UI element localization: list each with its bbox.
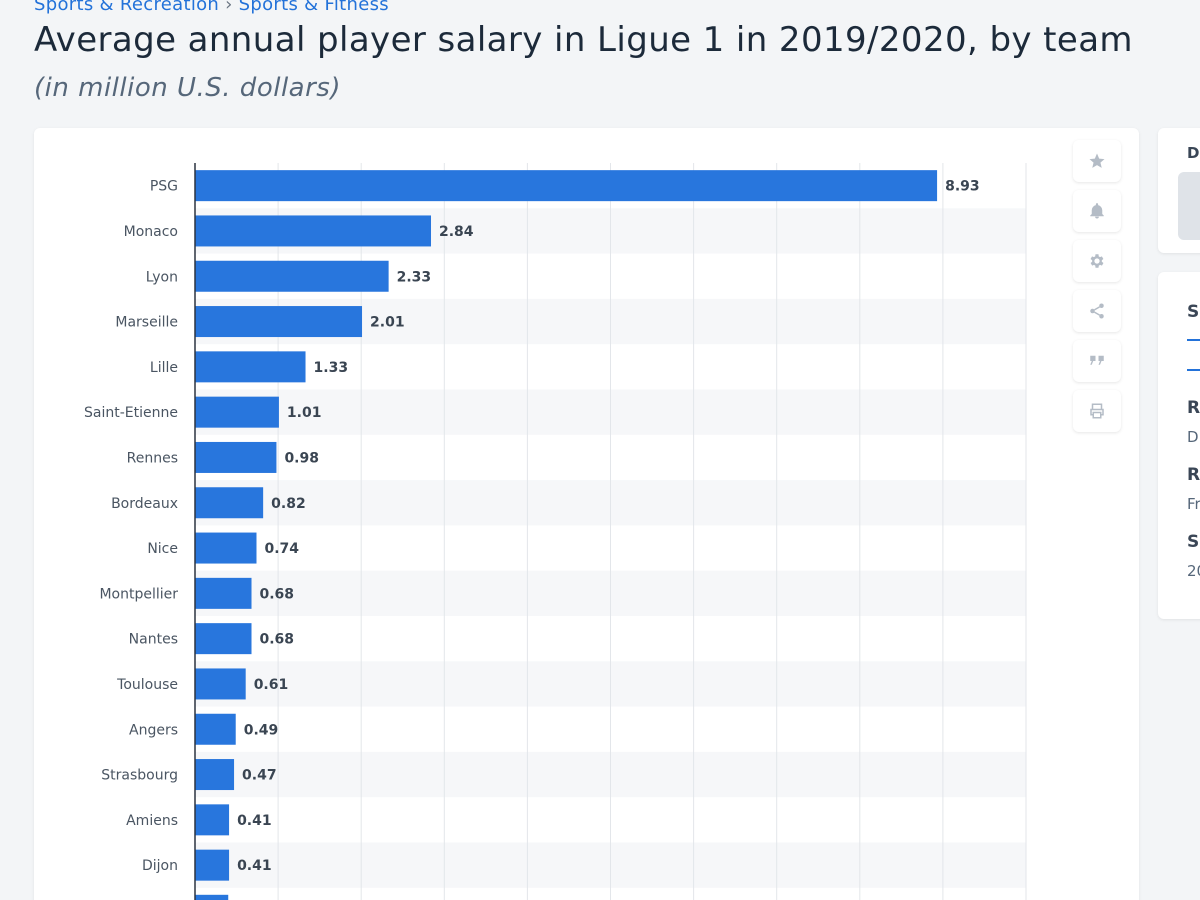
category-label: Lille — [150, 360, 178, 376]
info-key-survey: S — [1187, 532, 1200, 552]
bar-amiens[interactable] — [195, 804, 230, 836]
category-label: Strasbourg — [101, 768, 178, 784]
category-label: Monaco — [124, 224, 178, 240]
breadcrumb: Sports & Recreation › Sports & Fitness — [34, 0, 389, 15]
bar-dijon[interactable] — [195, 849, 230, 881]
star-icon — [1089, 153, 1105, 168]
info-key-region: R — [1187, 465, 1200, 485]
settings-button[interactable] — [1073, 240, 1121, 282]
value-label: 0.49 — [244, 722, 279, 738]
category-label: Rennes — [127, 450, 178, 466]
bar-lille[interactable] — [195, 351, 306, 383]
category-label: Saint-Etienne — [84, 405, 178, 421]
value-label: 0.68 — [260, 632, 295, 648]
favorite-button[interactable] — [1073, 140, 1121, 182]
value-label: 2.33 — [397, 269, 432, 285]
bar-chart: PSG 8.93 Monaco 2.84 Lyon 2.33 Marseille 2.01 Li… — [84, 163, 1027, 900]
category-label: Nice — [147, 541, 178, 557]
print-button[interactable] — [1073, 390, 1121, 432]
bar-marseille[interactable] — [195, 306, 363, 338]
value-label: 0.74 — [264, 541, 299, 557]
category-label: Lyon — [146, 269, 178, 285]
cite-button[interactable] — [1073, 340, 1121, 382]
breadcrumb-sports-fitness[interactable]: Sports & Fitness — [238, 0, 389, 15]
download-panel-label: D — [1187, 144, 1200, 162]
value-label: 1.01 — [287, 405, 322, 421]
category-label: Toulouse — [116, 677, 178, 693]
info-value-release: D — [1187, 428, 1199, 446]
category-label: Montpellier — [99, 586, 178, 602]
bar-lyon[interactable] — [195, 260, 389, 292]
tab-divider — [1187, 369, 1200, 371]
value-label: 2.84 — [439, 224, 474, 240]
download-panel: D — [1158, 128, 1200, 253]
print-icon — [1090, 403, 1104, 419]
category-label: Bordeaux — [111, 496, 178, 512]
bar-bordeaux[interactable] — [195, 487, 264, 519]
value-label: 0.68 — [260, 586, 295, 602]
category-label: PSG — [150, 179, 178, 195]
chart-toolbar — [1073, 140, 1121, 440]
bar-saint-etienne[interactable] — [195, 396, 279, 428]
value-label: 1.33 — [314, 360, 349, 376]
bar-strasbourg[interactable] — [195, 759, 235, 791]
category-label: Nantes — [129, 632, 178, 648]
bar-angers[interactable] — [195, 713, 236, 745]
value-label: 0.82 — [271, 496, 306, 512]
bar-toulouse[interactable] — [195, 668, 246, 700]
quote-icon — [1090, 355, 1104, 365]
info-value-survey: 20 — [1187, 562, 1200, 580]
info-value-region: Fr — [1187, 495, 1200, 513]
breadcrumb-sports-recreation[interactable]: Sports & Recreation — [34, 0, 220, 15]
share-icon — [1090, 303, 1104, 319]
gear-icon — [1090, 254, 1104, 268]
chart-card: PSG 8.93 Monaco 2.84 Lyon 2.33 Marseille 2.01 Li… — [34, 128, 1139, 900]
bar-montpellier[interactable] — [195, 577, 252, 609]
value-label: 0.98 — [284, 450, 319, 466]
value-label: 0.41 — [237, 813, 272, 829]
bar-rennes[interactable] — [195, 441, 277, 473]
category-label: Amiens — [126, 813, 178, 829]
tab-source[interactable]: S — [1187, 302, 1200, 322]
breadcrumb-separator: › — [225, 0, 233, 15]
notification-button[interactable] — [1073, 190, 1121, 232]
bar-nantes[interactable] — [195, 623, 252, 655]
bar-nice[interactable] — [195, 532, 257, 564]
value-label: 8.93 — [945, 179, 980, 195]
bar-partial — [195, 894, 229, 900]
category-label: Dijon — [142, 858, 178, 874]
value-label: 0.41 — [237, 858, 272, 874]
category-label: Marseille — [115, 315, 178, 331]
value-label: 2.01 — [370, 315, 405, 331]
bell-icon — [1090, 203, 1104, 219]
download-button[interactable] — [1178, 172, 1200, 240]
value-label: 0.47 — [242, 768, 277, 784]
value-label: 0.61 — [254, 677, 289, 693]
page-title: Average annual player salary in Ligue 1 … — [34, 20, 1133, 60]
page-subtitle: (in million U.S. dollars) — [34, 73, 341, 103]
share-button[interactable] — [1073, 290, 1121, 332]
bar-monaco[interactable] — [195, 215, 432, 247]
tab-underline — [1187, 339, 1200, 341]
bar-psg[interactable] — [195, 170, 938, 202]
info-key-release: R — [1187, 398, 1200, 418]
source-panel: S R D R Fr S 20 — [1158, 272, 1200, 619]
category-label: Angers — [129, 722, 178, 738]
